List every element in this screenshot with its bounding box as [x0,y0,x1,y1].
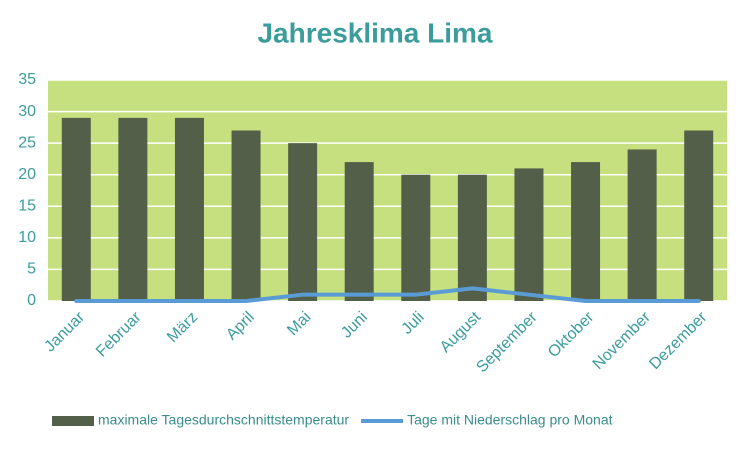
bar [627,149,657,301]
y-tick-label: 35 [18,71,36,88]
bar [61,117,91,301]
bar [401,174,431,301]
y-tick-label: 10 [18,229,36,246]
x-tick-label: Januar [41,308,88,355]
bar [684,130,714,301]
x-tick-label: Dezember [646,308,711,373]
y-tick-label: 0 [27,292,36,309]
legend-label: maximale Tagesdurchschnittstemperatur [98,412,349,428]
x-tick-label: Oktober [545,308,598,361]
y-tick-label: 5 [27,261,36,278]
bar [174,117,204,301]
bar [344,162,374,301]
y-tick-label: 25 [18,134,36,151]
plot-area [48,80,727,301]
y-tick-label: 30 [18,103,36,120]
line [74,286,701,303]
y-tick-label: 20 [18,166,36,183]
x-tick-label: März [164,309,201,346]
y-tick-label: 15 [18,198,36,215]
bar [288,143,318,301]
bar [457,174,487,301]
legend-label: Tage mit Niederschlag pro Monat [407,412,613,428]
x-tick-label: August [437,308,485,356]
bar [571,162,601,301]
x-tick-label: April [223,309,258,344]
x-tick-label: Juli [399,309,428,338]
bar [514,168,544,301]
x-tick-label: September [473,308,541,376]
x-tick-label: Februar [93,308,145,360]
legend-swatch [52,416,94,426]
x-tick-label: Mai [284,309,314,339]
bar [231,130,261,301]
x-tick-label: November [590,308,655,373]
x-tick-label: Juni [338,309,371,342]
chart-title: Jahresklima Lima [257,17,492,48]
bar [118,117,148,301]
